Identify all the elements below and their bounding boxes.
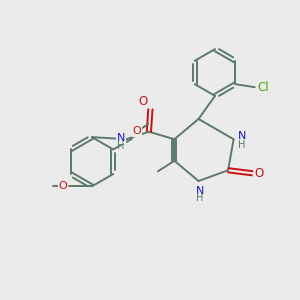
Text: O: O (58, 181, 67, 191)
Text: O: O (254, 167, 263, 180)
Text: N: N (238, 131, 246, 141)
Text: N: N (196, 186, 204, 196)
Text: O: O (133, 126, 142, 136)
Text: H: H (196, 193, 204, 203)
Text: Cl: Cl (257, 81, 269, 94)
Text: H: H (117, 141, 125, 151)
Text: N: N (117, 133, 125, 143)
Text: O: O (138, 95, 148, 108)
Text: H: H (238, 140, 246, 150)
